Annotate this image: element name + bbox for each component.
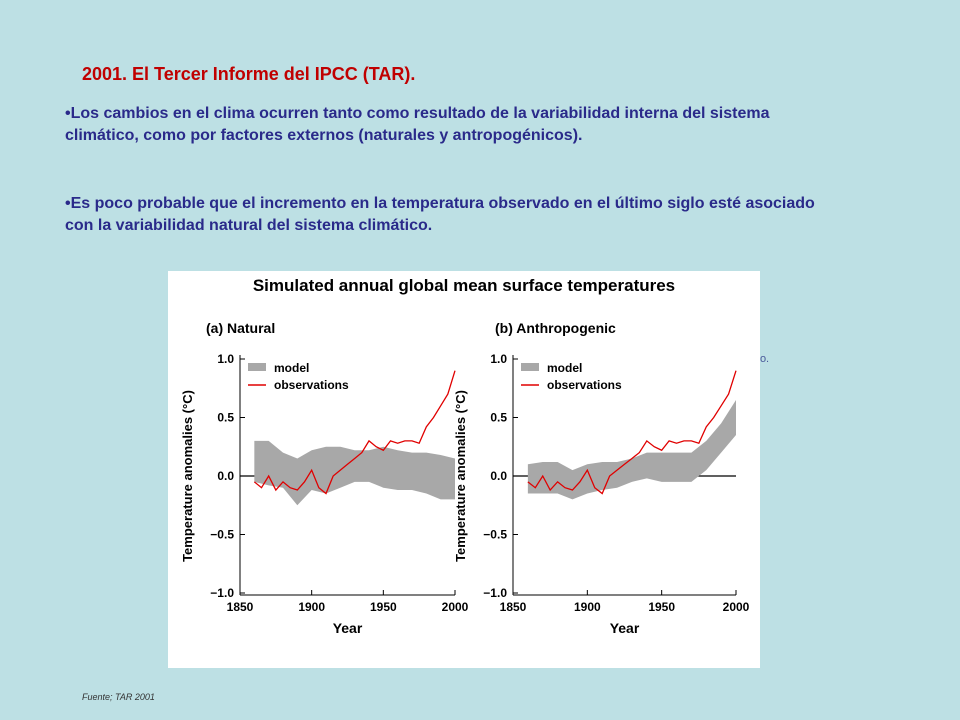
panel-1-ytick-label: 0.0 xyxy=(217,469,234,483)
panel-1-xtick-label: 2000 xyxy=(442,600,469,614)
panel-1-ytick-label: −1.0 xyxy=(210,586,234,600)
panel-2-model-band xyxy=(527,399,736,500)
panel-2-label: (b) Anthropogenic xyxy=(495,320,616,336)
panel-1-x-axis-title: Year xyxy=(333,620,363,636)
panel-2-x-axis-title: Year xyxy=(610,620,640,636)
panel-1-y-axis-title: Temperature anomalies (°C) xyxy=(180,390,195,562)
panel-1-model-band xyxy=(254,440,455,506)
panel-2-xtick-label: 1850 xyxy=(500,600,527,614)
source-note: Fuente; TAR 2001 xyxy=(82,692,155,702)
panel-1-legend-obs-label: observations xyxy=(274,378,349,392)
panel-2-legend-model-label: model xyxy=(547,361,582,375)
panel-1-legend-model-label: model xyxy=(274,361,309,375)
panel-2-ytick-label: 0.0 xyxy=(490,469,507,483)
panel-2-xtick-label: 1950 xyxy=(648,600,675,614)
panel-1-ytick-label: −0.5 xyxy=(210,528,234,542)
panel-2-ytick-label: 0.5 xyxy=(490,411,507,425)
bullet-text-2: •Es poco probable que el incremento en l… xyxy=(65,195,815,234)
bullet-text-1: •Los cambios en el clima ocurren tanto c… xyxy=(65,105,770,144)
panel-2-legend-obs-label: observations xyxy=(547,378,622,392)
panel-2-ytick-label: −1.0 xyxy=(483,586,507,600)
slide-title: 2001. El Tercer Informe del IPCC (TAR). xyxy=(82,64,416,84)
panel-1-ytick-label: 1.0 xyxy=(217,352,234,366)
panel-1-xtick-label: 1850 xyxy=(227,600,254,614)
panel-1-label: (a) Natural xyxy=(206,320,275,336)
panel-2-legend-model-swatch xyxy=(521,363,539,371)
panel-1-observations-line xyxy=(253,370,456,495)
chart-figure: Simulated annual global mean surface tem… xyxy=(168,271,760,668)
chart-svg: Simulated annual global mean surface tem… xyxy=(180,276,750,636)
panel-2-ytick-label: −0.5 xyxy=(483,528,507,542)
chart-title: Simulated annual global mean surface tem… xyxy=(253,276,675,295)
panel-2-y-axis-title: Temperature anomalies (°C) xyxy=(453,390,468,562)
panel-1-ytick-label: 0.5 xyxy=(217,411,234,425)
panel-1-xtick-label: 1900 xyxy=(298,600,325,614)
panel-2-xtick-label: 2000 xyxy=(723,600,750,614)
panel-1-xtick-label: 1950 xyxy=(370,600,397,614)
panel-2-observations-line xyxy=(527,370,737,495)
panel-2-xtick-label: 1900 xyxy=(574,600,601,614)
panel-2-ytick-label: 1.0 xyxy=(490,352,507,366)
panel-1-legend-model-swatch xyxy=(248,363,266,371)
